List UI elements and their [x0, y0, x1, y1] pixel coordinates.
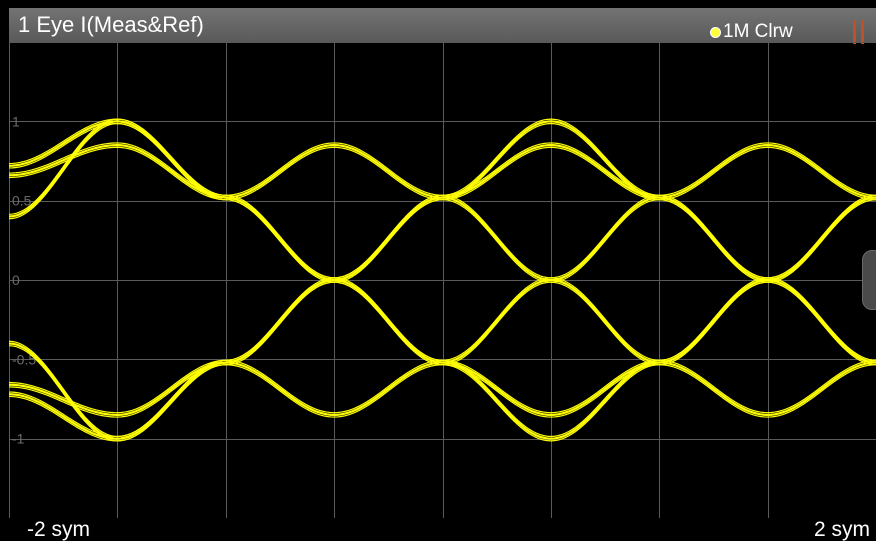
eye-trace-line [9, 146, 876, 418]
x-axis-stop-label: 2 sym [814, 518, 871, 541]
window-title: 1 Eye I(Meas&Ref) [18, 12, 204, 37]
y-tick-label: -0.5 [12, 351, 36, 367]
eye-trace-line [9, 118, 876, 414]
eye-diagram-plot[interactable]: 1 0.5 0 -0.5 -1 [9, 42, 876, 518]
trace-info-label[interactable]: 1M Clrw [723, 21, 793, 42]
eye-trace-line [9, 120, 876, 416]
y-tick-label: -1 [12, 431, 25, 447]
eye-trace-line [9, 122, 876, 442]
eye-trace-line [9, 146, 876, 442]
pause-status-icon[interactable] [853, 20, 865, 44]
grid [9, 42, 876, 518]
eye-trace-line [9, 144, 876, 440]
trace-color-dot-icon [710, 27, 721, 38]
eye-trace-line [9, 122, 876, 442]
eye-trace-line [9, 118, 876, 438]
y-tick-label: 0.5 [12, 193, 32, 209]
y-tick-label: 0 [12, 272, 20, 288]
eye-trace-line [9, 142, 876, 438]
eye-trace-line [9, 118, 876, 438]
eye-trace-line [9, 144, 876, 416]
eye-trace-line [9, 142, 876, 414]
side-panel-handle[interactable] [862, 250, 876, 310]
window-title-bar[interactable]: 1 Eye I(Meas&Ref) 1M Clrw [9, 8, 876, 44]
eye-trace-group [9, 118, 876, 442]
y-tick-label: 1 [12, 113, 20, 129]
x-axis-start-label: -2 sym [27, 518, 90, 541]
y-tick-labels: 1 0.5 0 -0.5 -1 [12, 113, 36, 446]
eye-trace-line [9, 142, 876, 414]
eye-trace-line [9, 146, 876, 418]
